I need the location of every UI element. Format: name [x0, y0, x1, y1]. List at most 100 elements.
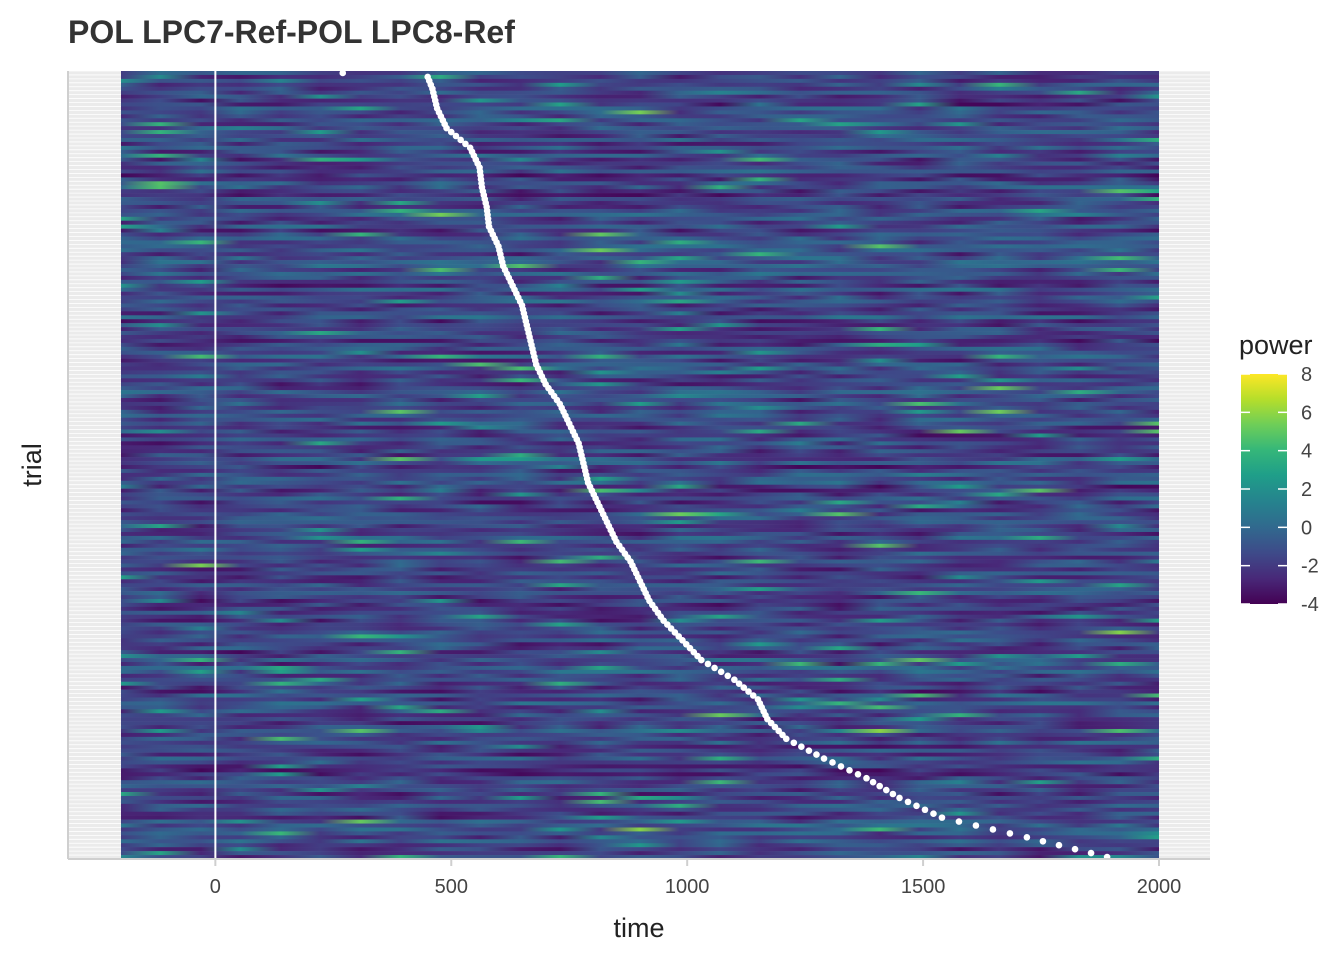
y-axis-title: trial — [17, 443, 47, 487]
color-legend: power 8 6 4 2 0 -2 -4 — [1239, 330, 1319, 616]
heatmap-row — [121, 728, 1159, 734]
heatmap-row — [121, 461, 1159, 466]
heatmap-row — [121, 488, 1159, 493]
heatmap-row — [121, 334, 1159, 340]
heatmap-row — [121, 839, 1159, 844]
heatmap-row — [121, 71, 1159, 76]
heatmap-row — [121, 208, 1159, 214]
heatmap-row — [121, 563, 1159, 568]
response-time-markers — [339, 69, 1111, 861]
heatmap-row — [121, 662, 1159, 667]
heatmap-row — [121, 744, 1159, 749]
heatmap-row — [121, 429, 1159, 434]
heatmap-row — [121, 516, 1159, 521]
heatmap-row — [121, 189, 1159, 194]
heatmap-row — [121, 618, 1159, 623]
response-time-point — [790, 739, 798, 747]
heatmap-row — [121, 528, 1159, 533]
heatmap-row — [121, 665, 1159, 671]
heatmap-row — [121, 559, 1159, 564]
heatmap-row — [121, 457, 1159, 462]
heatmap-row — [121, 571, 1159, 576]
response-time-point — [462, 140, 469, 148]
response-time-point — [1071, 845, 1079, 853]
heatmap-row — [121, 315, 1159, 320]
heatmap-row — [121, 681, 1159, 686]
response-time-point — [972, 822, 980, 829]
heatmap-row — [121, 543, 1159, 549]
heatmap-row — [121, 137, 1159, 143]
heatmap-row — [121, 855, 1159, 860]
heatmap-row — [121, 851, 1159, 856]
heatmap-row — [121, 847, 1159, 852]
response-time-point — [735, 680, 743, 687]
heatmap-row — [121, 74, 1159, 80]
heatmap-row — [121, 531, 1159, 537]
heatmap-row — [121, 181, 1159, 186]
heatmap-row — [121, 94, 1159, 99]
heatmap-row — [121, 153, 1159, 158]
heatmap-row — [121, 492, 1159, 497]
heatmap-row — [121, 370, 1159, 375]
response-time-point — [863, 774, 870, 782]
heatmap-row — [121, 212, 1159, 218]
heatmap-row — [121, 283, 1159, 288]
heatmap-row — [121, 303, 1159, 308]
heatmap-row — [121, 279, 1159, 285]
response-time-point — [813, 751, 820, 758]
heatmap-row — [121, 551, 1159, 556]
response-time-point — [339, 69, 347, 77]
heatmap-row — [121, 752, 1159, 757]
heatmap-row — [121, 496, 1159, 501]
heatmap-row — [121, 264, 1159, 269]
heatmap-row — [121, 788, 1159, 793]
heatmap-row — [121, 271, 1159, 277]
heatmap-row — [121, 654, 1159, 659]
heatmap-row — [121, 815, 1159, 820]
heatmap-row — [121, 86, 1159, 91]
response-time-point — [846, 767, 853, 774]
heatmap-row — [121, 535, 1159, 541]
heatmap-row — [121, 256, 1159, 261]
heatmap-row — [121, 248, 1159, 253]
heatmap-row — [121, 244, 1159, 249]
heatmap-row — [121, 449, 1159, 454]
heatmap-row — [121, 220, 1159, 225]
heatmap-row — [121, 374, 1159, 379]
response-time-point — [882, 786, 890, 794]
response-time-point — [904, 798, 912, 806]
heatmap-row — [121, 287, 1159, 292]
response-time-point — [820, 755, 828, 762]
heatmap-row — [121, 224, 1159, 229]
heatmap-row — [121, 453, 1159, 458]
heatmap-row — [121, 472, 1159, 478]
response-time-point — [854, 770, 862, 778]
heatmap-row — [121, 614, 1159, 619]
heatmap-row — [121, 319, 1159, 324]
response-time-point — [837, 763, 845, 770]
heatmap-row — [121, 193, 1159, 198]
response-time-point — [805, 747, 813, 754]
x-tick-label: 1500 — [901, 876, 946, 898]
heatmap-row — [121, 201, 1159, 206]
legend-title: power — [1239, 330, 1313, 360]
heatmap-row — [121, 819, 1159, 824]
heatmap-row — [121, 185, 1159, 190]
response-time-point — [1023, 834, 1031, 841]
legend-tick-label: 2 — [1301, 479, 1312, 501]
heatmap-row — [121, 338, 1159, 344]
heatmap-row — [121, 709, 1159, 714]
heatmap-row — [121, 626, 1159, 631]
response-time-point — [1039, 837, 1047, 845]
heatmap-row — [121, 799, 1159, 805]
heatmap-row — [121, 433, 1159, 438]
heatmap-row — [121, 413, 1159, 419]
heatmap-row — [121, 275, 1159, 281]
x-tick-label: 500 — [435, 876, 468, 898]
heatmap-row — [121, 669, 1159, 675]
heatmap-row — [121, 835, 1159, 840]
heatmap-row — [121, 748, 1159, 753]
heatmap-row — [121, 323, 1159, 328]
heatmap-row — [121, 126, 1159, 131]
heatmap-row — [121, 295, 1159, 300]
